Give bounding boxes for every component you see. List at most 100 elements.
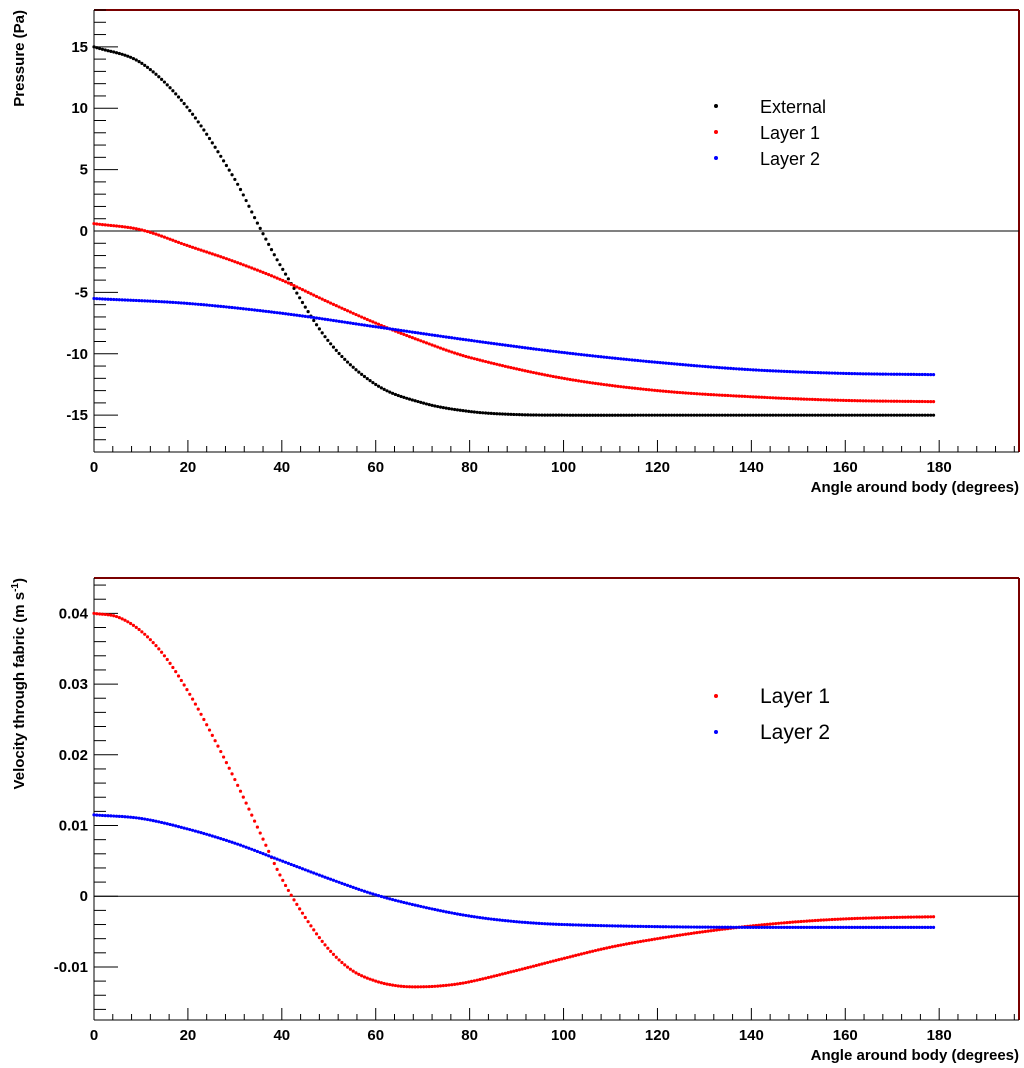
data-point bbox=[498, 973, 502, 977]
data-point bbox=[641, 413, 645, 417]
data-point bbox=[345, 883, 350, 887]
data-point bbox=[672, 413, 676, 417]
data-point bbox=[717, 925, 722, 929]
data-point bbox=[269, 855, 274, 859]
data-point bbox=[703, 413, 707, 417]
data-point bbox=[512, 366, 516, 370]
data-point bbox=[312, 318, 316, 323]
data-point bbox=[931, 373, 936, 377]
data-point bbox=[534, 963, 538, 968]
data-point bbox=[176, 824, 181, 829]
data-point bbox=[233, 841, 237, 845]
data-point bbox=[309, 924, 313, 928]
data-point bbox=[376, 894, 381, 898]
data-point bbox=[796, 925, 800, 930]
data-point bbox=[430, 403, 434, 407]
data-point bbox=[289, 893, 293, 897]
data-point bbox=[286, 281, 290, 285]
data-point bbox=[134, 227, 138, 231]
data-point bbox=[813, 918, 817, 923]
data-point bbox=[238, 262, 243, 266]
data-point bbox=[472, 410, 476, 414]
data-point bbox=[616, 384, 620, 388]
data-point bbox=[830, 925, 834, 929]
data-point bbox=[599, 413, 603, 417]
data-point bbox=[607, 383, 612, 387]
data-point bbox=[757, 923, 761, 927]
data-point bbox=[785, 396, 789, 401]
data-point bbox=[467, 980, 471, 984]
data-point bbox=[681, 933, 685, 937]
data-point bbox=[892, 925, 896, 929]
data-point bbox=[751, 925, 755, 929]
data-point bbox=[244, 845, 248, 849]
data-point bbox=[579, 923, 583, 927]
data-point bbox=[805, 919, 809, 923]
data-point bbox=[579, 413, 583, 417]
data-point bbox=[399, 394, 403, 399]
data-point bbox=[847, 917, 851, 921]
data-point bbox=[681, 363, 685, 367]
data-point bbox=[264, 853, 268, 857]
data-point bbox=[261, 309, 265, 313]
data-point bbox=[492, 362, 496, 366]
data-point bbox=[453, 336, 457, 340]
data-point bbox=[793, 920, 798, 924]
data-point bbox=[785, 920, 789, 925]
data-point bbox=[624, 924, 629, 928]
data-point bbox=[424, 906, 429, 910]
data-point bbox=[258, 831, 262, 835]
data-point bbox=[247, 807, 251, 811]
data-point bbox=[748, 413, 753, 417]
data-point bbox=[686, 932, 691, 936]
data-point bbox=[681, 925, 685, 929]
data-point bbox=[469, 979, 474, 984]
data-point bbox=[478, 410, 482, 415]
data-point bbox=[126, 620, 130, 624]
data-point bbox=[830, 398, 834, 402]
data-point bbox=[114, 51, 119, 55]
data-point bbox=[841, 413, 845, 417]
data-point bbox=[715, 413, 719, 417]
data-point bbox=[461, 409, 465, 413]
data-point bbox=[785, 413, 789, 417]
data-point bbox=[915, 915, 919, 919]
x-axis-title: Angle around body (degrees) bbox=[811, 1047, 1019, 1064]
data-point bbox=[551, 413, 555, 417]
data-point bbox=[174, 92, 178, 96]
data-point bbox=[596, 413, 600, 417]
data-point bbox=[703, 925, 707, 929]
series-layer-2 bbox=[92, 813, 936, 930]
data-point bbox=[281, 859, 285, 863]
data-point bbox=[729, 366, 733, 371]
data-point bbox=[374, 325, 378, 329]
data-point bbox=[746, 367, 750, 372]
data-point bbox=[774, 396, 778, 400]
data-point bbox=[205, 832, 209, 836]
data-point bbox=[565, 351, 569, 355]
data-point bbox=[847, 371, 851, 376]
data-point bbox=[841, 925, 845, 929]
data-point bbox=[543, 413, 547, 417]
data-point bbox=[334, 304, 338, 308]
data-point bbox=[537, 372, 541, 376]
data-point bbox=[805, 413, 809, 417]
data-point bbox=[838, 925, 843, 929]
data-point bbox=[388, 897, 392, 901]
data-point bbox=[824, 925, 829, 929]
data-point bbox=[813, 413, 817, 417]
data-point bbox=[357, 322, 361, 326]
data-point bbox=[523, 346, 527, 350]
y-tick-label: -15 bbox=[66, 407, 88, 424]
data-point bbox=[782, 396, 786, 400]
data-point bbox=[210, 834, 214, 838]
data-point bbox=[698, 364, 702, 368]
data-point bbox=[827, 371, 831, 375]
data-point bbox=[182, 683, 186, 687]
data-point bbox=[374, 893, 378, 897]
data-point bbox=[610, 356, 614, 360]
data-point bbox=[816, 371, 820, 375]
data-point bbox=[509, 919, 513, 923]
data-point bbox=[191, 302, 195, 306]
data-point bbox=[709, 925, 713, 929]
